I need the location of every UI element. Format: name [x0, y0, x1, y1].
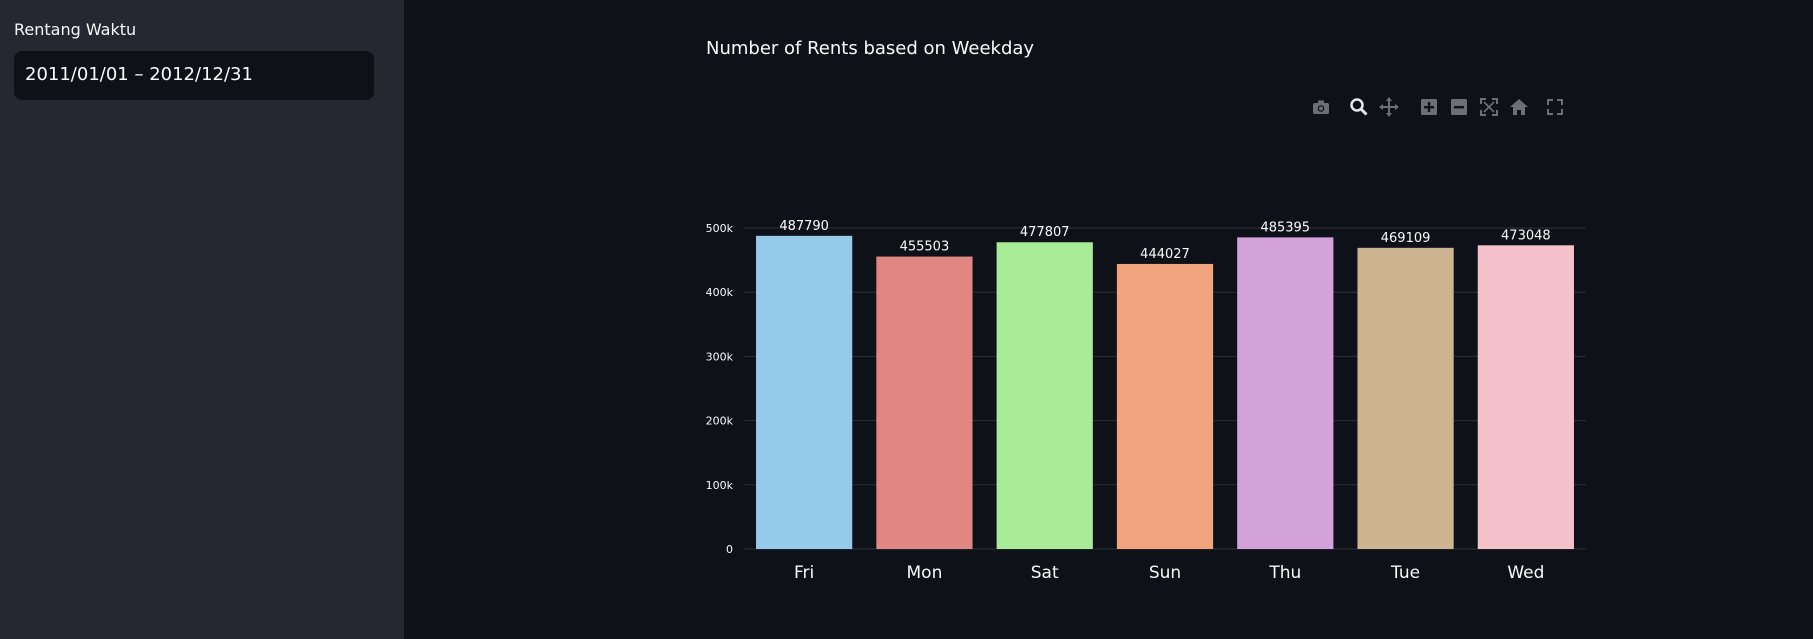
x-tick-label: Tue [1390, 563, 1420, 583]
bar-wed [1477, 245, 1574, 550]
bar-fri [756, 235, 853, 550]
bar-thu [1237, 237, 1334, 549]
data-label: 469109 [1381, 231, 1431, 246]
y-tick-label: 100k [706, 479, 734, 492]
zoom-icon[interactable] [1348, 96, 1370, 118]
pan-icon[interactable] [1378, 96, 1400, 118]
x-tick-label: Mon [907, 563, 943, 583]
x-tick-label: Thu [1268, 563, 1301, 583]
camera-icon[interactable] [1310, 96, 1332, 118]
data-label: 487790 [779, 219, 829, 234]
data-label: 485395 [1260, 220, 1310, 235]
y-tick-label: 400k [706, 286, 734, 299]
bar-mon [876, 256, 973, 549]
autoscale-icon[interactable] [1478, 96, 1500, 118]
fullscreen-icon[interactable] [1544, 96, 1566, 118]
x-tick-label: Fri [794, 563, 814, 583]
date-range-label: Rentang Waktu [14, 20, 137, 39]
chart-title: Number of Rents based on Weekday [706, 38, 1035, 59]
home-icon[interactable] [1508, 96, 1530, 118]
bar-sat [996, 242, 1093, 549]
bar-sun [1116, 263, 1214, 549]
zoom-in-icon[interactable] [1418, 96, 1440, 118]
x-tick-label: Sun [1149, 563, 1181, 583]
x-tick-label: Wed [1507, 563, 1544, 583]
sidebar: Rentang Waktu 2011/01/01 – 2012/12/31 [0, 0, 404, 639]
y-tick-label: 300k [706, 350, 734, 363]
y-tick-label: 0 [726, 543, 733, 556]
data-label: 473048 [1501, 228, 1551, 243]
data-label: 455503 [900, 240, 950, 255]
bar-tue [1357, 247, 1454, 549]
y-tick-label: 500k [706, 222, 734, 235]
data-label: 444027 [1140, 247, 1190, 262]
data-label: 477807 [1020, 225, 1070, 240]
zoom-out-icon[interactable] [1448, 96, 1470, 118]
y-tick-label: 200k [706, 415, 734, 428]
x-tick-label: Sat [1031, 563, 1059, 583]
date-range-input[interactable]: 2011/01/01 – 2012/12/31 [14, 51, 374, 100]
